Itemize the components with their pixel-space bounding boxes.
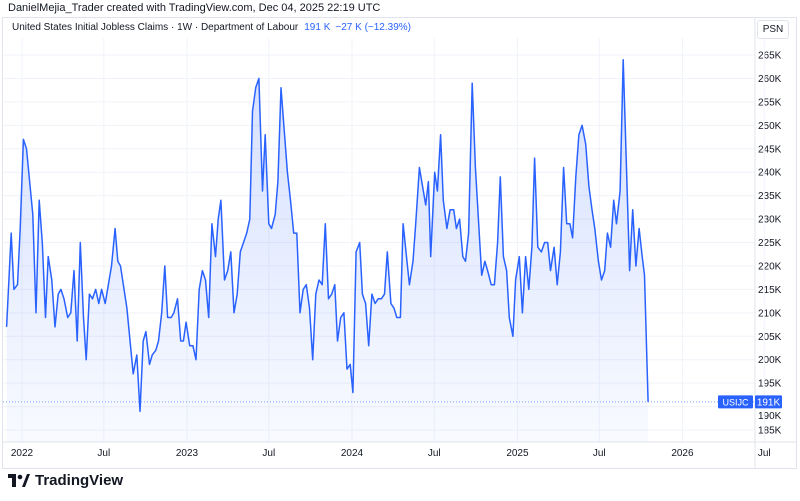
- y-tick-label: 245K: [758, 144, 782, 155]
- brand-name: TradingView: [35, 472, 124, 489]
- series-label: USIJC: [722, 397, 749, 407]
- x-tick-label: Jul: [593, 448, 606, 459]
- attribution-text: DanielMejia_Trader created with TradingV…: [8, 2, 381, 14]
- tradingview-brand: TradingView: [8, 472, 123, 489]
- price-scale-button[interactable]: PSN: [757, 20, 789, 39]
- y-tick-label: 185K: [758, 426, 782, 437]
- y-tick-label: 220K: [758, 261, 782, 272]
- last-value-label: 191K: [757, 397, 781, 408]
- y-tick-label: 240K: [758, 168, 782, 179]
- x-tick-label: Jul: [758, 448, 771, 459]
- y-tick-label: 260K: [758, 74, 782, 85]
- chart-legend: United States Initial Jobless Claims · 1…: [12, 22, 411, 33]
- tradingview-logo-icon: [8, 473, 30, 487]
- x-tick-label: Jul: [428, 448, 441, 459]
- chart-frame: [2, 17, 797, 469]
- y-tick-label: 235K: [758, 191, 782, 202]
- y-tick-label: 265K: [758, 51, 782, 62]
- y-tick-label: 190K: [758, 411, 782, 422]
- y-tick-label: 225K: [758, 238, 782, 249]
- y-tick-label: 195K: [758, 379, 782, 390]
- y-tick-label: 215K: [758, 285, 782, 296]
- y-tick-label: 205K: [758, 332, 782, 343]
- series-label-badge: [718, 395, 753, 409]
- x-tick-label: 2022: [11, 448, 34, 459]
- y-tick-label: 200K: [758, 355, 782, 366]
- series-area: [6, 59, 649, 442]
- x-tick-label: 2026: [671, 448, 694, 459]
- y-tick-label: 210K: [758, 308, 782, 319]
- legend-title: United States Initial Jobless Claims · 1…: [12, 22, 299, 33]
- x-tick-label: 2023: [176, 448, 199, 459]
- x-tick-label: 2024: [341, 448, 364, 459]
- y-tick-label: 250K: [758, 121, 782, 132]
- x-tick-label: 2025: [506, 448, 529, 459]
- last-value-badge: [755, 395, 782, 409]
- y-tick-label: 230K: [758, 215, 782, 226]
- x-tick-label: Jul: [262, 448, 275, 459]
- series-line: [5, 58, 649, 413]
- legend-change: −27 K (−12.39%): [335, 22, 411, 33]
- y-tick-label: 255K: [758, 97, 782, 108]
- x-tick-label: Jul: [97, 448, 110, 459]
- legend-value: 191 K: [304, 22, 331, 33]
